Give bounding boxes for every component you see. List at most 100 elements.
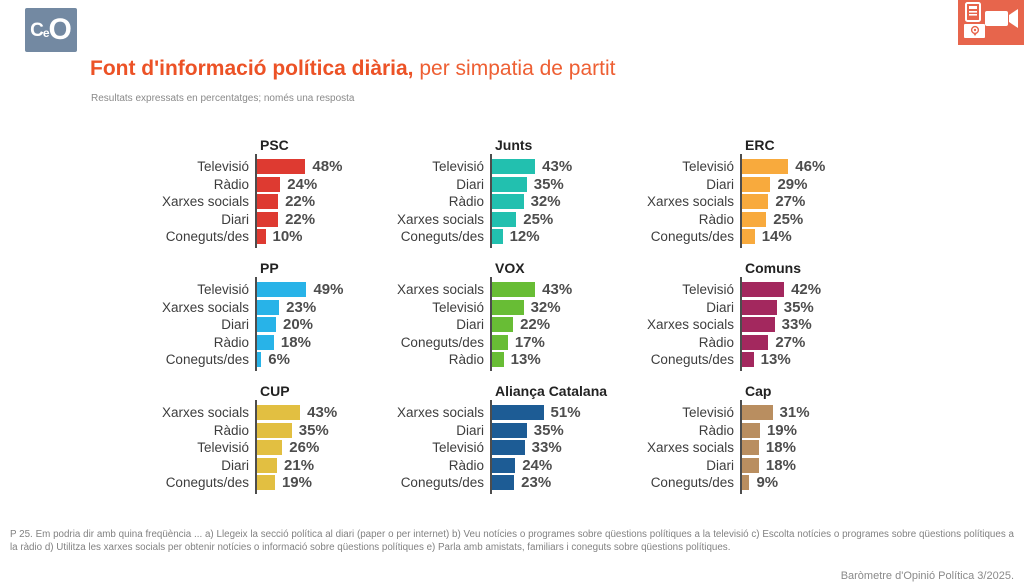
category-label: Televisió: [432, 159, 484, 175]
party-panel-vox: VOX Xarxes socials 43% Televisió 32% Diari 22%…: [378, 254, 628, 377]
bar: [255, 475, 275, 491]
bar-row: Diari 29%: [628, 176, 878, 194]
bar: [490, 440, 525, 456]
bar-row: Coneguts/des 12%: [378, 228, 628, 246]
category-label: Xarxes socials: [161, 194, 249, 210]
bar: [490, 352, 504, 368]
bar-row: Coneguts/des 17%: [378, 334, 628, 352]
bar: [255, 194, 279, 210]
bar: [490, 405, 544, 421]
category-label: Televisió: [682, 405, 734, 421]
bar-row: Diari 22%: [378, 316, 628, 334]
page-title-rest: per simpatia de partit: [413, 57, 616, 80]
logo-letter-c: C: [30, 19, 44, 41]
media-devices-icon: [958, 0, 1024, 45]
bar-rows: Televisió 31% Ràdio 19% Xarxes socials 18% Dia…: [628, 404, 878, 492]
bar: [490, 211, 517, 227]
bar: [255, 299, 280, 315]
value-label: 29%: [777, 175, 808, 193]
value-label: 26%: [289, 439, 320, 457]
category-label: Diari: [221, 457, 249, 473]
party-panel-cap: Cap Televisió 31% Ràdio 19% Xarxes socials 18%…: [628, 377, 878, 500]
bar-row: Xarxes socials 25%: [378, 211, 628, 229]
bar: [490, 422, 527, 438]
bar-rows: Televisió 43% Diari 35% Ràdio 32% Xarxes socia…: [378, 158, 628, 246]
category-label: Televisió: [197, 159, 249, 175]
logo-letter-o: O: [48, 13, 72, 46]
bar: [255, 159, 306, 175]
bar: [490, 457, 516, 473]
bar-row: Televisió 33%: [378, 439, 628, 457]
media-corner-tile: [958, 0, 1024, 45]
bar: [490, 229, 503, 245]
value-label: 25%: [773, 210, 804, 228]
value-label: 51%: [550, 404, 581, 422]
bar-row: Diari 35%: [378, 176, 628, 194]
value-label: 12%: [509, 228, 540, 246]
value-label: 43%: [542, 158, 573, 176]
party-panel-psc: PSC Televisió 48% Ràdio 24% Xarxes socials 22%…: [143, 131, 378, 254]
bar-row: Coneguts/des 13%: [628, 351, 878, 369]
bar: [255, 405, 301, 421]
bar-row: Diari 35%: [628, 299, 878, 317]
bar-row: Ràdio 19%: [628, 422, 878, 440]
bar-row: Diari 18%: [628, 457, 878, 475]
bar-row: Coneguts/des 9%: [628, 474, 878, 492]
category-label: Diari: [456, 176, 484, 192]
bar-row: Televisió 31%: [628, 404, 878, 422]
bar: [740, 194, 769, 210]
category-label: Ràdio: [698, 211, 734, 227]
bar: [490, 299, 524, 315]
bar-row: Xarxes socials 22%: [143, 193, 378, 211]
value-label: 25%: [523, 210, 554, 228]
category-label: Diari: [456, 422, 484, 438]
category-label: Diari: [221, 211, 249, 227]
value-label: 33%: [781, 316, 812, 334]
category-label: Coneguts/des: [165, 352, 249, 368]
bar-row: Ràdio 24%: [143, 176, 378, 194]
page-subtitle: Resultats expressats en percentatges; no…: [91, 93, 355, 104]
category-label: Coneguts/des: [650, 475, 734, 491]
value-label: 20%: [283, 316, 314, 334]
party-title: CUP: [260, 383, 290, 399]
bar-row: Televisió 48%: [143, 158, 378, 176]
category-label: Ràdio: [213, 422, 249, 438]
party-title: PSC: [260, 137, 289, 153]
axis-line: [740, 400, 742, 494]
value-label: 19%: [281, 474, 312, 492]
bar-row: Diari 20%: [143, 316, 378, 334]
bar-rows: Xarxes socials 51% Diari 35% Televisió 33% Ràd…: [378, 404, 628, 492]
category-label: Coneguts/des: [400, 229, 484, 245]
logo-letter-e: e: [42, 26, 50, 40]
category-label: Coneguts/des: [165, 475, 249, 491]
category-label: Ràdio: [213, 176, 249, 192]
category-label: Xarxes socials: [646, 440, 734, 456]
party-panel-pp: PP Televisió 49% Xarxes socials 23% Diari 20% R…: [143, 254, 378, 377]
value-label: 32%: [530, 298, 561, 316]
category-label: Televisió: [432, 440, 484, 456]
category-label: Diari: [706, 176, 734, 192]
axis-line: [740, 277, 742, 371]
value-label: 24%: [522, 456, 553, 474]
category-label: Diari: [221, 317, 249, 333]
bar: [490, 159, 536, 175]
charts-grid: PSC Televisió 48% Ràdio 24% Xarxes socials 22%…: [143, 131, 878, 500]
bar: [740, 405, 773, 421]
bar: [255, 440, 283, 456]
value-label: 27%: [775, 333, 806, 351]
bar: [490, 194, 524, 210]
category-label: Diari: [706, 457, 734, 473]
value-label: 32%: [530, 193, 561, 211]
bar: [255, 457, 278, 473]
category-label: Televisió: [432, 299, 484, 315]
party-title: Aliança Catalana: [495, 383, 608, 399]
bar-row: Coneguts/des 14%: [628, 228, 878, 246]
bar: [255, 176, 281, 192]
axis-line: [255, 277, 257, 371]
category-label: Ràdio: [448, 457, 484, 473]
category-label: Televisió: [197, 440, 249, 456]
bar: [740, 282, 785, 298]
survey-question-note: P 25. Em podria dir amb quina freqüència…: [10, 529, 1014, 553]
category-label: Diari: [456, 317, 484, 333]
